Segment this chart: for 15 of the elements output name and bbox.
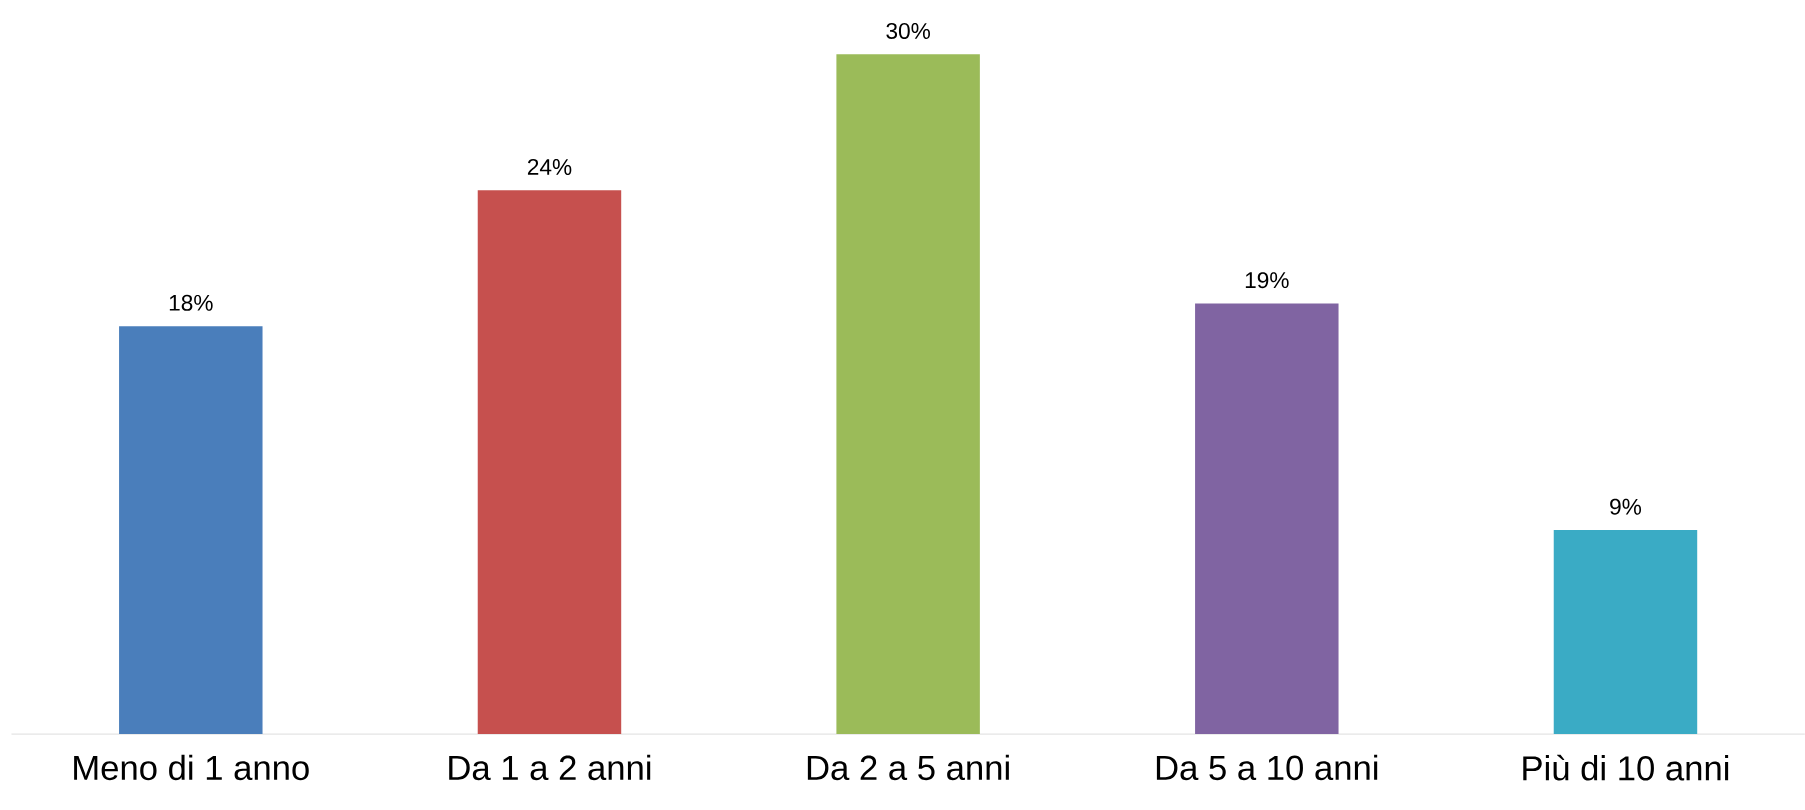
data-label: 30% bbox=[886, 22, 930, 39]
bar bbox=[1553, 530, 1698, 734]
bar bbox=[477, 190, 622, 734]
x-tick-label: Meno di 1 anno bbox=[74, 754, 309, 781]
x-tick-label: Più di 10 anni bbox=[1523, 754, 1729, 781]
x-tick-label: Da 1 a 2 anni bbox=[449, 754, 651, 781]
bar bbox=[119, 326, 263, 734]
bar bbox=[836, 54, 980, 734]
x-tick-label: Da 2 a 5 anni bbox=[807, 754, 1009, 781]
data-label: 19% bbox=[1245, 272, 1289, 289]
x-tick-label: Da 5 a 10 anni bbox=[1156, 754, 1378, 781]
data-label: 18% bbox=[169, 294, 213, 311]
data-label: 9% bbox=[1610, 498, 1642, 515]
data-label: 24% bbox=[527, 158, 572, 175]
bar bbox=[1195, 303, 1339, 734]
